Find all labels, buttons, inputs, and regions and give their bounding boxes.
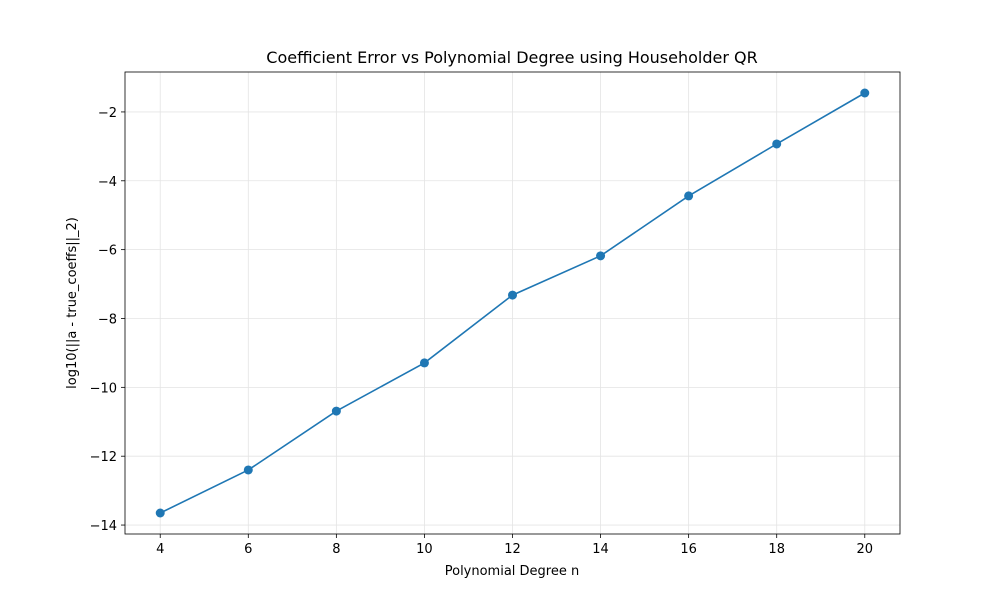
y-tick-label: −2: [98, 106, 117, 121]
chart-title: Coefficient Error vs Polynomial Degree u…: [266, 48, 757, 67]
y-tick-label: −12: [90, 450, 117, 465]
point: [508, 290, 517, 300]
point: [596, 251, 606, 261]
point: [772, 139, 782, 149]
x-tick-label: 6: [244, 542, 252, 557]
point: [419, 358, 429, 368]
y-tick-label: −10: [90, 381, 117, 396]
axes-frame: [124, 71, 901, 535]
x-tick-label: 14: [592, 542, 609, 557]
x-tick-label: 10: [416, 542, 433, 557]
y-axis-label: log10(||a - true_coeffs||_2): [65, 217, 80, 389]
point: [155, 508, 165, 518]
point: [331, 406, 341, 416]
x-tick-label: 4: [156, 542, 164, 557]
x-tick-label: 16: [680, 542, 697, 557]
point: [243, 465, 253, 475]
plot-area: 4 6 8 10 12 14 16 18 20 −14 −12 −10 −8 −6 −4 −2: [90, 71, 901, 557]
x-tick-label: 18: [768, 542, 785, 557]
x-tick-label: 8: [332, 542, 340, 557]
point: [860, 88, 870, 98]
y-tick-label: −4: [98, 175, 117, 190]
y-tick-label: −6: [98, 244, 117, 259]
y-tick-label: −8: [98, 312, 117, 327]
point: [684, 191, 694, 201]
x-tick-label: 12: [504, 542, 521, 557]
x-axis-label: Polynomial Degree n: [445, 564, 580, 579]
x-tick-label: 20: [856, 542, 873, 557]
y-tick-label: −14: [90, 519, 117, 534]
